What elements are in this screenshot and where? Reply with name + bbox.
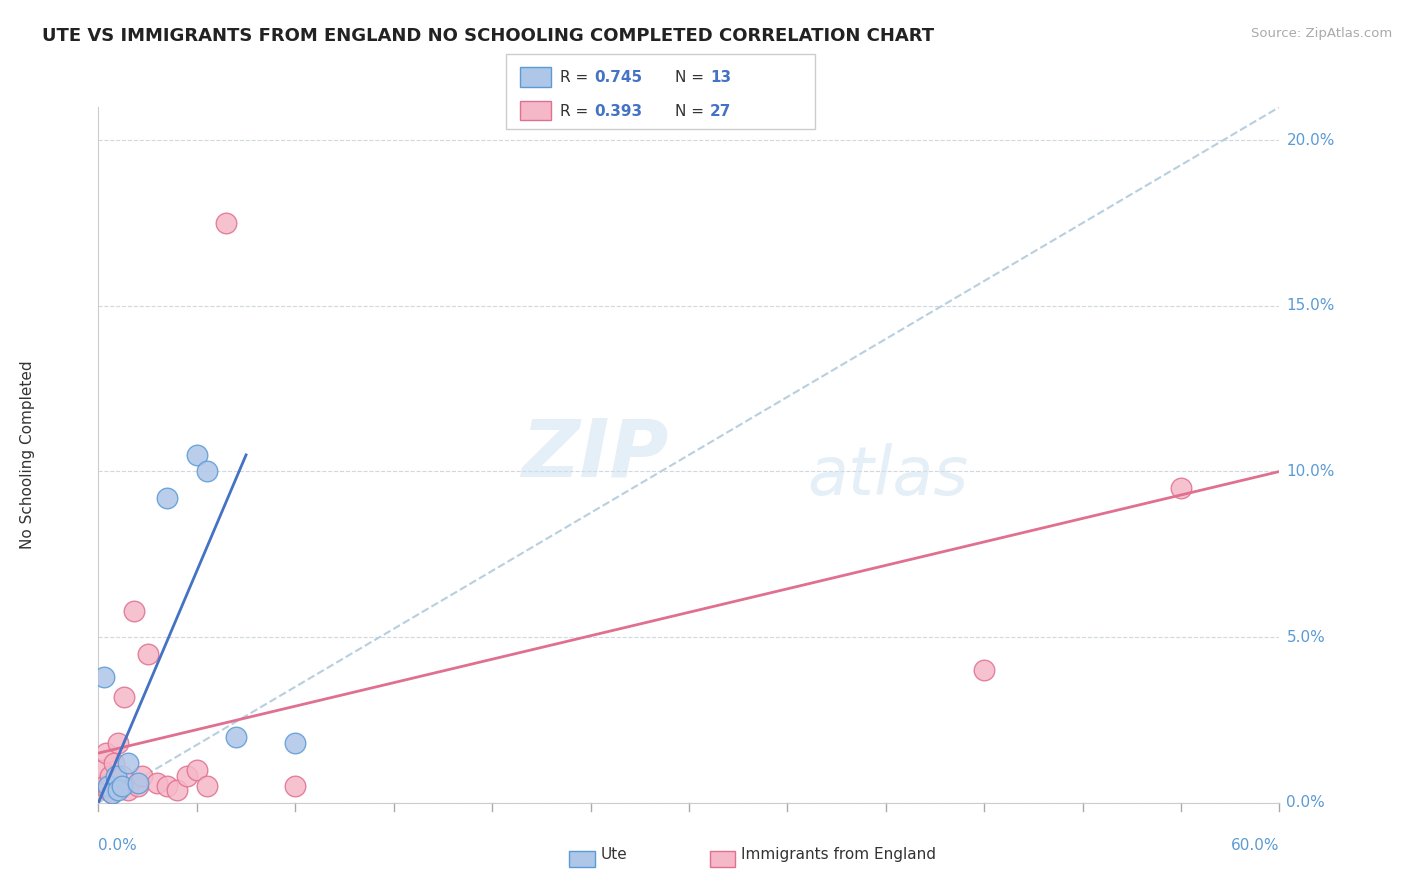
Point (101, 786, 124, 800)
Point (117, 782, 139, 797)
Text: R =: R = (560, 104, 593, 120)
Point (146, 776, 169, 790)
Text: 0.0%: 0.0% (98, 838, 138, 854)
Text: R =: R = (560, 70, 593, 86)
Point (122, 604, 145, 618)
Text: 0.0%: 0.0% (1286, 796, 1326, 810)
Point (112, 690, 135, 704)
Point (93, 779, 115, 793)
Text: 10.0%: 10.0% (1286, 464, 1334, 479)
Point (98, 769, 121, 783)
Text: UTE VS IMMIGRANTS FROM ENGLAND NO SCHOOLING COMPLETED CORRELATION CHART: UTE VS IMMIGRANTS FROM ENGLAND NO SCHOOL… (42, 27, 935, 45)
Text: Source: ZipAtlas.com: Source: ZipAtlas.com (1251, 27, 1392, 40)
Point (111, 779, 134, 793)
Point (215, 216, 238, 230)
Text: N =: N = (675, 70, 709, 86)
Point (131, 769, 153, 783)
Text: ZIP: ZIP (520, 416, 668, 494)
Point (973, 663, 995, 677)
Point (195, 779, 218, 793)
Text: 20.0%: 20.0% (1286, 133, 1334, 148)
Point (93, 670, 115, 684)
Text: 5.0%: 5.0% (1286, 630, 1326, 645)
Text: 0.393: 0.393 (595, 104, 643, 120)
Point (97, 779, 120, 793)
Point (186, 448, 208, 462)
Point (156, 779, 179, 793)
Point (156, 491, 179, 505)
Point (105, 776, 128, 790)
Text: 60.0%: 60.0% (1232, 838, 1279, 854)
Point (127, 776, 149, 790)
Point (117, 756, 139, 770)
Point (136, 647, 159, 661)
Point (105, 769, 128, 783)
Text: Ute: Ute (600, 847, 627, 862)
Point (108, 779, 131, 793)
Text: 15.0%: 15.0% (1286, 298, 1334, 313)
Point (91, 763, 114, 777)
Text: No Schooling Completed: No Schooling Completed (20, 360, 35, 549)
Point (186, 763, 208, 777)
Text: Immigrants from England: Immigrants from England (741, 847, 936, 862)
Point (107, 782, 129, 797)
Text: atlas: atlas (807, 442, 969, 508)
Point (111, 769, 134, 783)
Point (107, 736, 129, 750)
Point (127, 779, 149, 793)
Text: N =: N = (675, 104, 709, 120)
Point (166, 782, 188, 797)
Point (1170, 481, 1192, 495)
Text: 0.745: 0.745 (595, 70, 643, 86)
Point (284, 736, 307, 750)
Point (97, 782, 120, 797)
Text: 13: 13 (710, 70, 731, 86)
Point (284, 779, 307, 793)
Point (225, 730, 247, 744)
Point (101, 786, 124, 800)
Point (103, 756, 125, 770)
Point (96, 746, 118, 760)
Text: 27: 27 (710, 104, 731, 120)
Point (176, 769, 198, 783)
Point (195, 465, 218, 479)
